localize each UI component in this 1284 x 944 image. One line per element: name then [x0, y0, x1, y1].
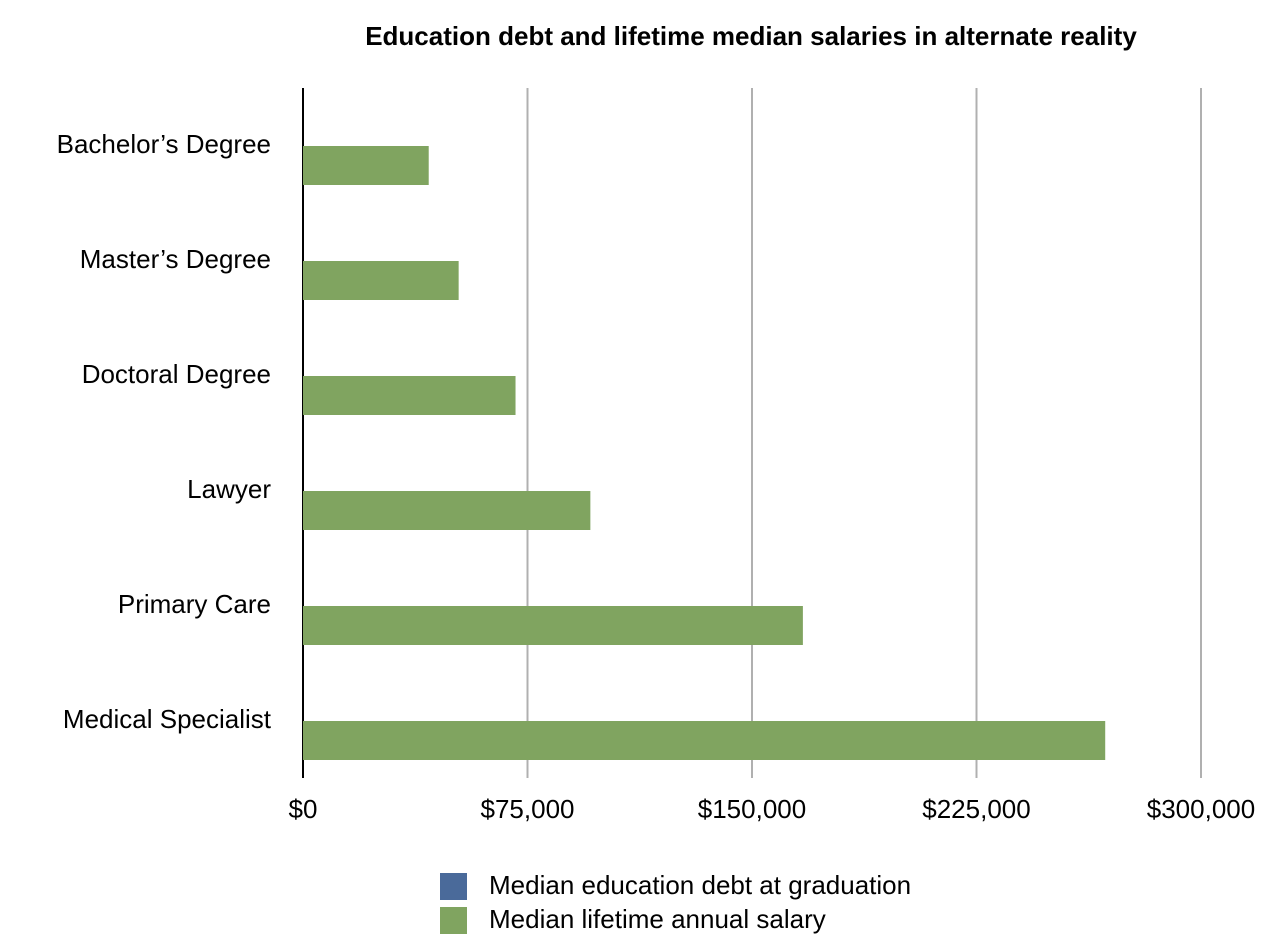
x-tick-label: $150,000	[698, 794, 806, 824]
legend-label: Median lifetime annual salary	[489, 904, 826, 934]
legend-swatch	[440, 907, 467, 934]
bar	[303, 376, 516, 415]
bar	[303, 146, 429, 185]
x-tick-label: $225,000	[922, 794, 1030, 824]
bar	[303, 721, 1106, 760]
bar	[303, 606, 803, 645]
y-tick-label: Bachelor’s Degree	[57, 129, 271, 159]
y-tick-label: Doctoral Degree	[82, 359, 271, 389]
x-tick-label: $75,000	[481, 794, 575, 824]
bar	[303, 261, 459, 300]
y-tick-label: Medical Specialist	[63, 704, 272, 734]
y-tick-label: Primary Care	[118, 589, 271, 619]
chart-title: Education debt and lifetime median salar…	[365, 21, 1137, 51]
y-tick-label: Lawyer	[187, 474, 271, 504]
x-tick-label: $0	[289, 794, 318, 824]
bar	[303, 491, 591, 530]
legend-swatch	[440, 873, 467, 900]
y-tick-label: Master’s Degree	[80, 244, 271, 274]
legend-label: Median education debt at graduation	[489, 870, 911, 900]
x-tick-label: $300,000	[1147, 794, 1255, 824]
